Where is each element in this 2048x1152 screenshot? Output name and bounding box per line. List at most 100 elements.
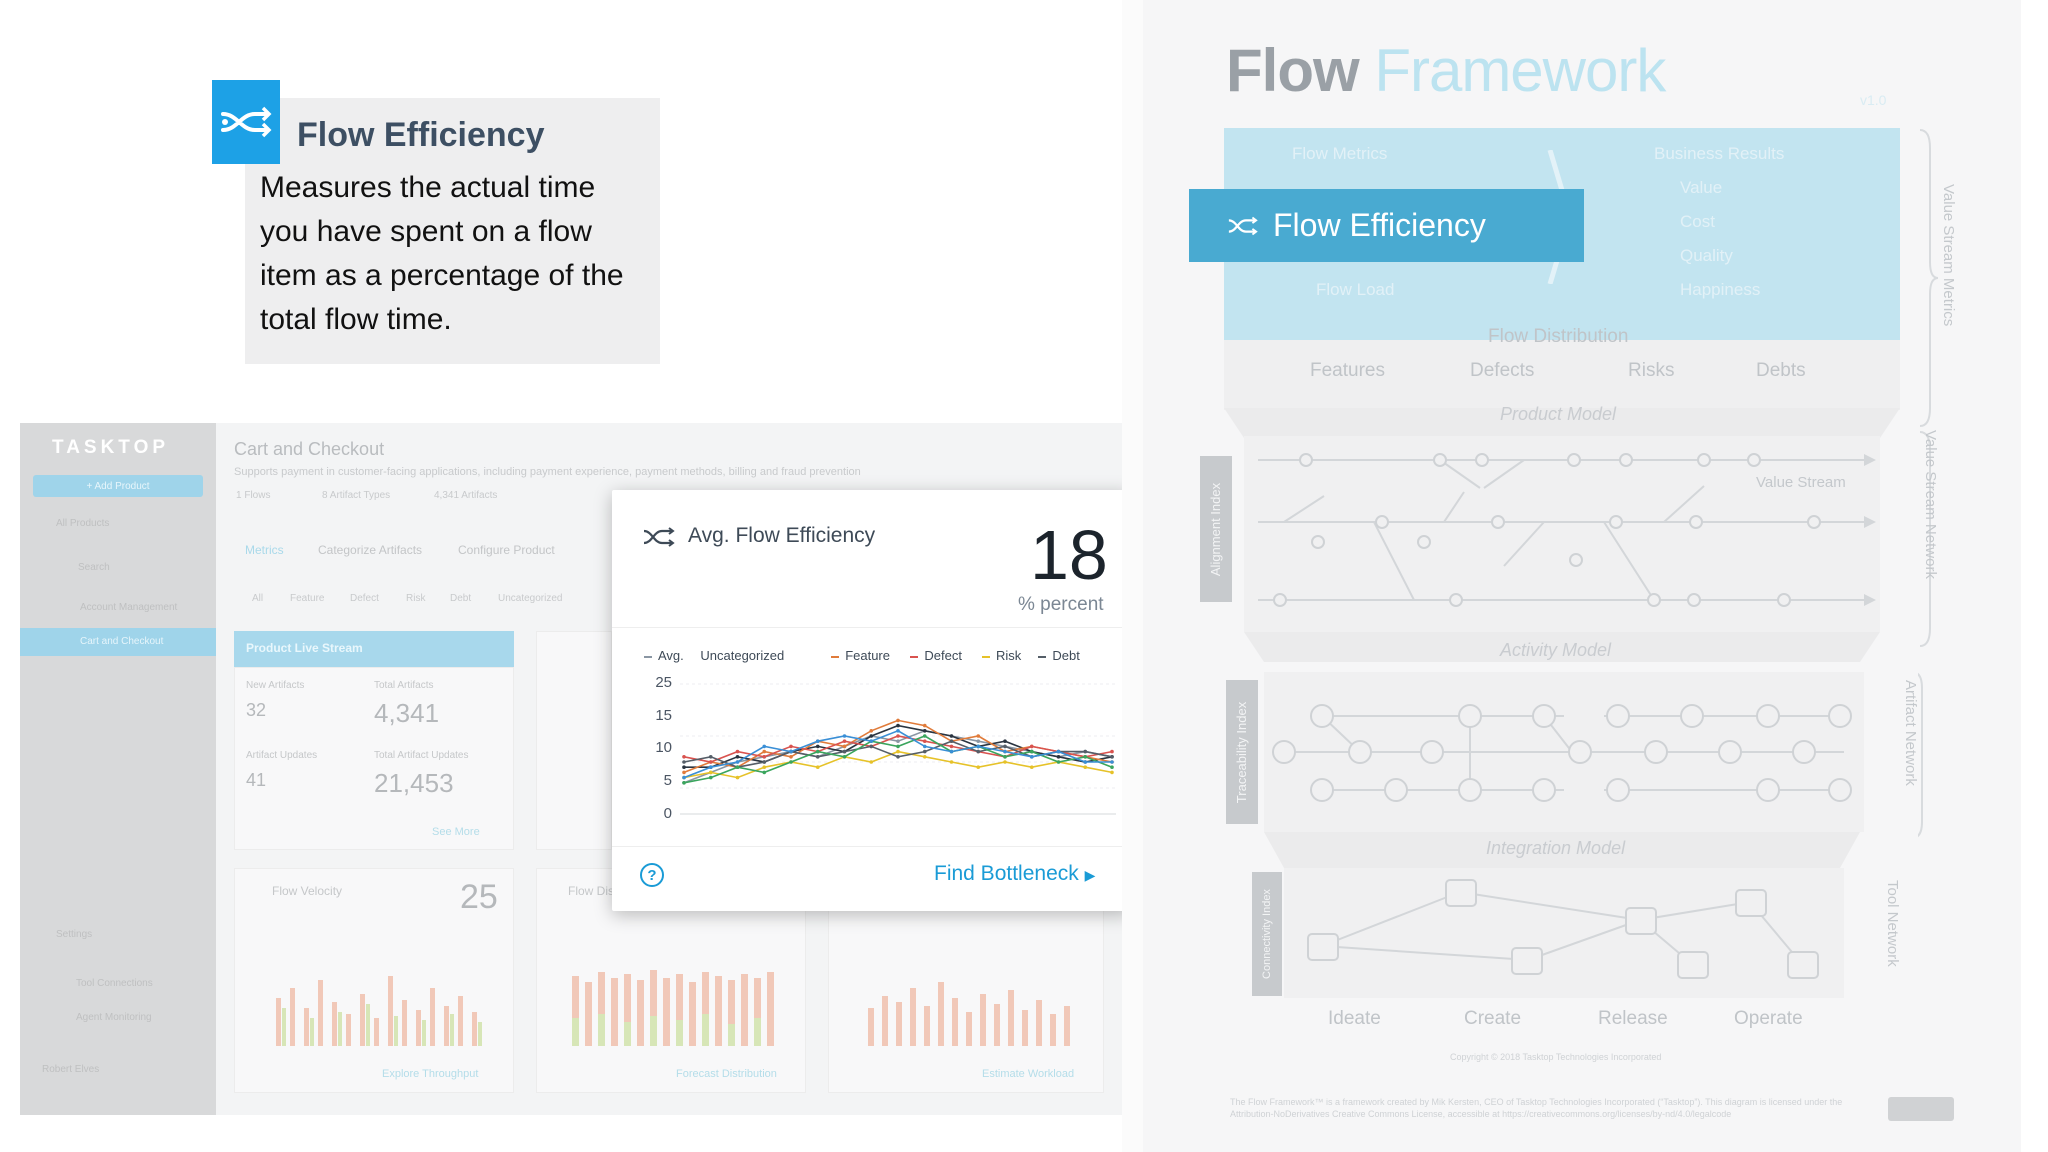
y-tick-10: 10 xyxy=(655,739,672,756)
series-3-point-1 xyxy=(708,760,713,764)
series-4-point-8 xyxy=(896,749,900,754)
series-2-point-0 xyxy=(682,770,686,775)
question-circle-icon[interactable]: ? xyxy=(640,863,664,887)
series-6-point-6 xyxy=(842,755,847,759)
filter-debt[interactable]: Debt xyxy=(450,593,472,604)
sidebar-search[interactable]: Search xyxy=(78,562,110,573)
callout-title: Flow Efficiency xyxy=(297,116,545,154)
sidebar-item-account-management[interactable]: Account Management xyxy=(80,602,178,613)
legend-swatch-3 xyxy=(910,655,919,658)
filter-uncategorized[interactable]: Uncategorized xyxy=(498,593,563,604)
legend-swatch-0 xyxy=(644,655,652,658)
activity-model-label: Activity Model xyxy=(1500,640,1612,660)
series-4-point-11 xyxy=(976,765,981,769)
artifact-updates-value: 41 xyxy=(246,770,267,790)
series-2-point-8 xyxy=(896,718,900,723)
metric-flow-load: Flow Load xyxy=(1316,280,1395,299)
find-bottleneck-link[interactable]: Find Bottleneck ▶ xyxy=(934,862,1095,886)
legend-label-2: Feature xyxy=(845,648,890,663)
sidebar-agent-monitoring[interactable]: Agent Monitoring xyxy=(76,1012,152,1023)
series-7-point-12 xyxy=(1003,749,1007,754)
series-7-point-16 xyxy=(1110,760,1114,764)
legend-label-5: Debt xyxy=(1052,648,1080,663)
forecast-distribution-link[interactable]: Forecast Distribution xyxy=(676,1068,777,1080)
stage-ideate: Ideate xyxy=(1328,1008,1381,1029)
tab-metrics[interactable]: Metrics xyxy=(245,543,284,557)
find-bottleneck-label: Find Bottleneck xyxy=(934,862,1079,885)
series-2-point-7 xyxy=(869,729,874,733)
flow-velocity-label: Flow Velocity xyxy=(272,884,343,898)
popup-value: 18 xyxy=(1030,516,1108,594)
series-2-point-4 xyxy=(789,755,793,759)
sidebar-tool-connections[interactable]: Tool Connections xyxy=(76,978,153,989)
tab-configure[interactable]: Configure Product xyxy=(458,543,555,557)
legend-item-0: Avg. xyxy=(644,648,684,663)
y-tick-5: 5 xyxy=(663,772,672,789)
framework-title: Flow Framework xyxy=(1226,36,1666,105)
series-3-point-4 xyxy=(789,744,793,749)
series-5-point-5 xyxy=(815,755,820,759)
flow-metrics-heading: Flow Metrics xyxy=(1292,144,1388,163)
series-1-point-8 xyxy=(896,723,900,728)
value-stream-label: Value Stream xyxy=(1756,474,1846,491)
value-stream-network xyxy=(1258,453,1876,607)
explore-throughput-link[interactable]: Explore Throughput xyxy=(382,1068,479,1080)
sidebar-all-products[interactable]: All Products xyxy=(56,518,110,529)
side-brackets xyxy=(1918,129,1939,838)
total-artifacts-label: Total Artifacts xyxy=(374,680,434,691)
popup-unit: % percent xyxy=(1018,594,1104,615)
filter-risk[interactable]: Risk xyxy=(406,593,426,604)
connectivity-index: Connectivity Index xyxy=(1252,872,1282,996)
chart-legend: Avg. Uncategorized Feature Defect Risk Debt xyxy=(644,648,1114,668)
flow-efficiency-banner: Flow Efficiency xyxy=(1189,189,1584,262)
series-3-point-2 xyxy=(735,749,740,754)
add-product-button[interactable]: + Add Product xyxy=(33,475,203,497)
series-6-point-8 xyxy=(896,744,900,749)
legend-swatch-2 xyxy=(831,655,840,658)
series-1-point-14 xyxy=(1056,755,1061,759)
filter-all[interactable]: All xyxy=(252,593,264,604)
series-6-point-5 xyxy=(815,749,820,754)
stage-operate: Operate xyxy=(1734,1008,1803,1029)
series-0-point-8 xyxy=(896,739,900,743)
artifact-network xyxy=(1272,704,1852,802)
series-4-point-9 xyxy=(922,755,927,759)
flow-load-bars xyxy=(868,982,1070,1046)
sidebar-settings[interactable]: Settings xyxy=(56,929,93,940)
framework-title-b: Framework xyxy=(1374,37,1666,104)
flow-distribution-bars xyxy=(572,970,774,1046)
sidebar-user[interactable]: Robert Elves xyxy=(42,1064,100,1075)
series-7-point-15 xyxy=(1083,760,1088,764)
series-5-point-1 xyxy=(708,755,713,759)
series-7-point-7 xyxy=(869,739,874,743)
flow-velocity-card xyxy=(234,868,514,1093)
series-6-point-2 xyxy=(735,765,740,769)
product-model-label: Product Model xyxy=(1500,404,1617,424)
series-1-point-0 xyxy=(682,765,686,769)
series-5-point-10 xyxy=(949,739,954,743)
traceability-index: Traceability Index xyxy=(1226,680,1258,824)
series-4-point-5 xyxy=(815,765,820,769)
filter-feature[interactable]: Feature xyxy=(290,593,325,604)
series-1-point-10 xyxy=(949,734,954,738)
framework-copyright: Copyright © 2018 Tasktop Technologies In… xyxy=(1450,1052,1662,1062)
side-label-artifact-network: Artifact Network xyxy=(1902,680,1919,786)
estimate-workload-link[interactable]: Estimate Workload xyxy=(982,1068,1075,1080)
distribution-debts: Debts xyxy=(1756,360,1806,381)
sidebar-item-selected[interactable] xyxy=(20,628,216,656)
legend-item-1: Uncategorized xyxy=(700,648,784,663)
series-7-point-13 xyxy=(1029,755,1034,759)
side-label-value-stream-metrics: Value Stream Metrics xyxy=(1940,184,1957,327)
series-4-point-13 xyxy=(1029,765,1034,769)
efficiency-card-bg xyxy=(536,631,612,850)
result-happiness: Happiness xyxy=(1680,280,1761,299)
tab-categorize[interactable]: Categorize Artifacts xyxy=(318,543,423,557)
filter-defect[interactable]: Defect xyxy=(350,593,379,604)
series-3-point-13 xyxy=(1029,744,1034,749)
see-more-link[interactable]: See More xyxy=(432,826,480,838)
series-7-point-14 xyxy=(1056,749,1061,754)
chevron-right-icon: ▶ xyxy=(1084,867,1096,883)
series-5-point-11 xyxy=(976,749,981,754)
flow-velocity-bars xyxy=(276,976,482,1046)
sidebar-item-cart-checkout[interactable]: Cart and Checkout xyxy=(80,636,164,647)
